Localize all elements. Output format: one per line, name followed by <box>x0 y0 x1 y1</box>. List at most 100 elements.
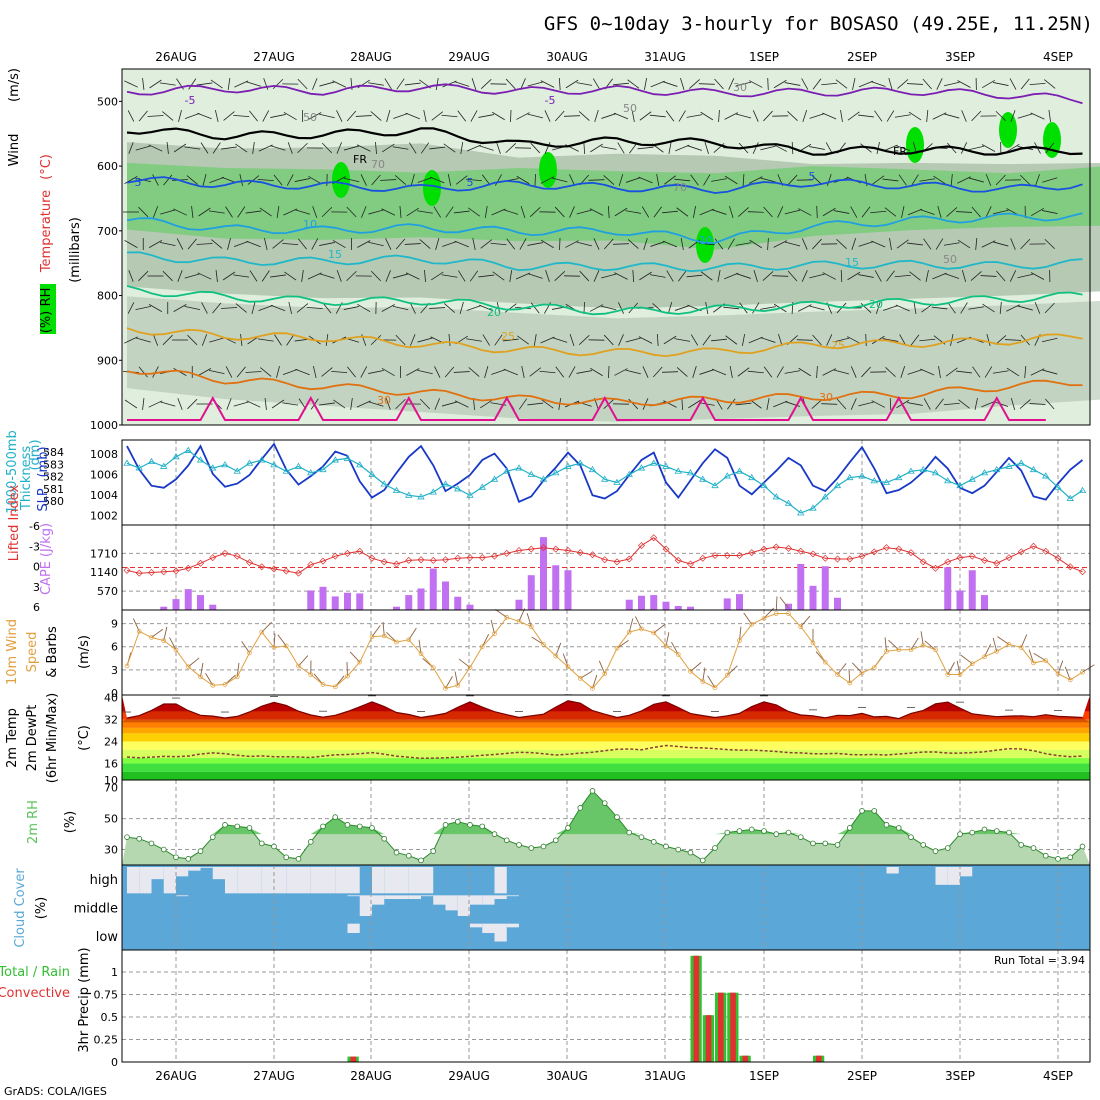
wind-barb <box>825 142 833 154</box>
cloud-cell <box>470 923 483 928</box>
wind-barb <box>1019 399 1031 409</box>
wind-barb <box>527 81 543 87</box>
wind-barb <box>711 368 727 376</box>
thickness-marker <box>760 481 768 489</box>
wind-speed-marker <box>222 682 228 687</box>
lifted-marker <box>968 552 976 560</box>
wind-barb <box>882 338 899 342</box>
wind-barb <box>970 271 982 281</box>
precip-tick-label: 0.5 <box>101 1011 119 1024</box>
lifted-tick-label: 3 <box>33 581 40 594</box>
wind-speed-marker <box>871 665 877 670</box>
wind-speed-marker <box>724 672 730 678</box>
wind-barb <box>177 270 183 282</box>
wind-speed-marker <box>626 629 632 635</box>
wind-barb <box>496 142 501 154</box>
temperature-peak-fill <box>122 700 1090 723</box>
thickness-marker <box>809 504 817 511</box>
wind-barb <box>752 142 759 154</box>
wind-barb <box>272 239 284 249</box>
wind-barb <box>690 334 699 346</box>
wind-barb <box>371 270 381 282</box>
precip-convective-bar <box>730 992 736 1062</box>
wind-barb <box>576 82 593 86</box>
cloud-cell <box>176 895 189 897</box>
wind-barb <box>417 210 433 214</box>
wind-barb <box>355 115 372 117</box>
wind-barb <box>333 399 346 409</box>
wind-barb <box>698 83 715 85</box>
wind-barb <box>811 175 823 185</box>
wind-speed-marker <box>369 634 375 640</box>
wind-barb <box>1045 398 1055 410</box>
thickness-marker <box>1017 459 1025 466</box>
cape-bar <box>956 590 964 610</box>
wind-barb <box>900 366 906 378</box>
wind-barb <box>801 78 809 90</box>
rh-marker <box>405 852 412 859</box>
wind-barb <box>396 78 405 90</box>
wind-barb <box>184 112 200 120</box>
thickness-marker <box>258 456 266 463</box>
wind-barb <box>159 82 176 86</box>
wind-speed-marker <box>479 644 485 650</box>
wind-barb <box>356 144 371 152</box>
rh-max-cell <box>999 112 1017 148</box>
lifted-marker <box>956 554 964 562</box>
wind-barb <box>641 206 650 218</box>
wind-barb <box>1006 304 1020 312</box>
wind-barb <box>148 240 163 248</box>
wind-speed-marker <box>406 637 412 643</box>
wind-barb <box>968 145 984 151</box>
wind-barb <box>368 82 384 86</box>
lifted-marker <box>552 545 560 553</box>
wind-barb <box>933 175 946 185</box>
cloud-cell <box>494 895 507 899</box>
axis-label-cape: CAPE <box>39 561 54 595</box>
wind-barb <box>704 142 709 154</box>
wind-barb <box>895 145 911 151</box>
wind-speed-marker <box>185 664 191 670</box>
wind-barb <box>380 179 397 181</box>
wind-barb <box>718 109 720 123</box>
wind-speed-marker <box>822 659 828 665</box>
lifted-cape-panel: -6 -3 0 3 6 1710 1140 570 Lifted Index CAPE (J/kg) <box>7 484 1090 614</box>
lifted-marker <box>1042 547 1050 555</box>
cloud-cell <box>384 895 397 899</box>
temp-tick-label: 40 <box>104 692 118 705</box>
wind-barb <box>435 77 439 91</box>
axis-label-precip: 3hr Precip (mm) <box>77 947 92 1052</box>
cloud-cell <box>347 923 360 933</box>
contour-label: FR <box>353 153 367 166</box>
thickness-marker <box>1066 494 1074 501</box>
rh-marker <box>160 846 167 853</box>
date-label-bottom: 1SEP <box>749 1069 779 1083</box>
rh-marker <box>920 842 927 848</box>
lifted-marker <box>135 569 143 577</box>
cape-tick-label: 1140 <box>90 566 118 579</box>
wind-barb <box>540 336 555 344</box>
wind-barb <box>295 368 310 376</box>
wind-barb <box>944 113 960 119</box>
lifted-marker <box>723 551 731 559</box>
wind-barb <box>767 77 769 91</box>
wind-barb <box>419 239 431 249</box>
wind-barb <box>480 79 492 89</box>
wind-barb <box>370 111 382 121</box>
wind-barb <box>559 237 561 251</box>
wind-barb <box>460 141 464 155</box>
wind-barb <box>747 211 764 213</box>
rh-marker <box>736 828 743 834</box>
wind-speed-marker <box>614 645 620 651</box>
contour-label: 30 <box>733 81 747 94</box>
wind-barb <box>258 304 274 312</box>
wind-speed-marker <box>1018 645 1024 650</box>
wind-barb <box>1020 174 1031 186</box>
wind-barb <box>569 206 575 218</box>
wind-barb <box>674 178 691 182</box>
wind-barb <box>662 240 678 248</box>
wind-barb <box>541 399 554 409</box>
wind-speed-marker <box>198 674 203 680</box>
wind-barb <box>491 208 506 216</box>
wind-barb <box>662 210 678 214</box>
